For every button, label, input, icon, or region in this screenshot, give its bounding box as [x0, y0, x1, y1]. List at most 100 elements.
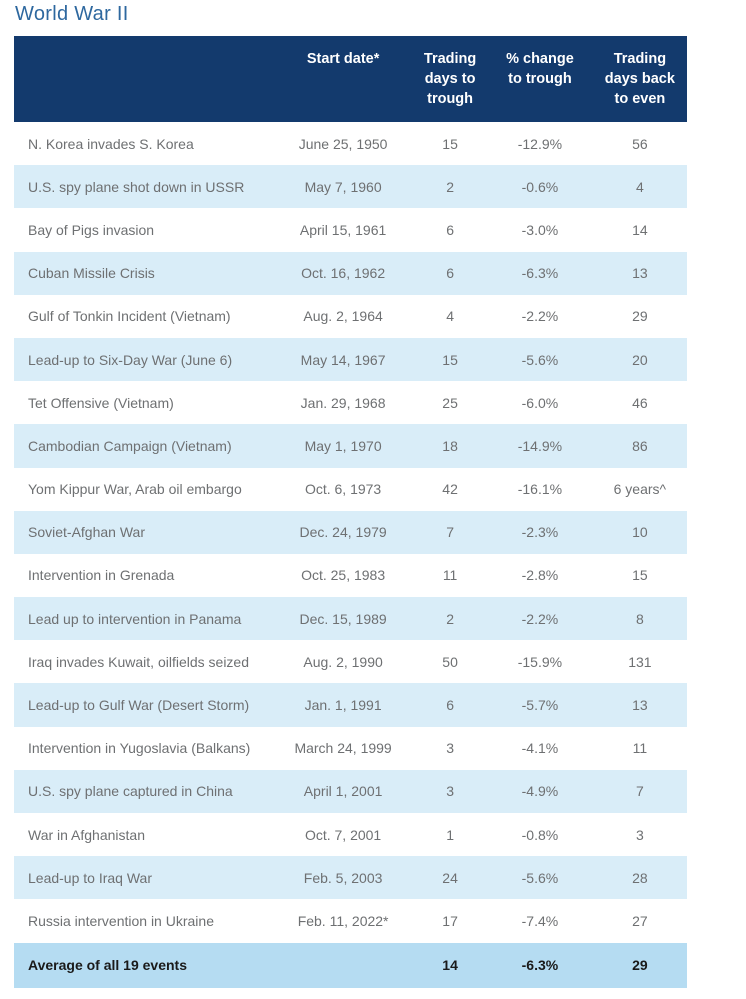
- pct-change-cell: -4.1%: [521, 740, 559, 757]
- table-row: Iraq invades Kuwait, oilfields seized Aug…: [14, 640, 687, 683]
- pct-change-cell: -2.2%: [521, 308, 559, 325]
- start-date-cell: Feb. 11, 2022*: [297, 912, 389, 929]
- days-to-trough-cell: 24: [442, 869, 458, 886]
- page-title: World War II: [15, 3, 129, 25]
- days-back-cell: 131: [628, 653, 652, 670]
- pct-change-cell: -2.2%: [521, 610, 559, 627]
- table-row: War in Afghanistan Oct. 7, 2001 1 -0.8% 3: [14, 813, 687, 856]
- days-to-trough-cell: 17: [442, 912, 458, 929]
- start-date-cell: March 24, 1999: [294, 740, 392, 757]
- table-row: Russia intervention in Ukraine Feb. 11, 2…: [14, 899, 687, 942]
- start-date-cell: Jan. 1, 1991: [304, 697, 382, 714]
- days-back-cell: 10: [632, 524, 648, 541]
- event-cell: Gulf of Tonkin Incident (Vietnam): [28, 308, 231, 325]
- start-date-cell: Oct. 6, 1973: [304, 481, 382, 498]
- col-header-days-back-label: Trading days back to even: [604, 51, 675, 107]
- days-back-cell: 6 years^: [613, 481, 667, 498]
- days-to-trough-cell: 2: [446, 610, 454, 627]
- table-header: Start date* Trading days to trough % cha…: [14, 36, 687, 122]
- start-date-cell: Oct. 25, 1983: [301, 567, 386, 584]
- average-label-cell: Average of all 19 events: [14, 942, 274, 988]
- average-days-to-trough-cell: 14: [413, 942, 488, 988]
- days-to-trough-cell: 18: [442, 437, 458, 454]
- start-date-cell: Oct. 16, 1962: [301, 265, 386, 282]
- days-back-cell: 86: [632, 437, 648, 454]
- col-header-days-to-trough-label: Trading days to trough: [423, 51, 477, 107]
- event-cell: Russia intervention in Ukraine: [28, 912, 214, 929]
- days-to-trough-cell: 11: [442, 567, 458, 584]
- event-cell: War in Afghanistan: [28, 826, 145, 843]
- pct-change-cell: -6.3%: [521, 265, 559, 282]
- pct-change-cell: -0.6%: [521, 178, 559, 195]
- table-row: Lead-up to Gulf War (Desert Storm) Jan. 1…: [14, 683, 687, 727]
- table-row: Intervention in Yugoslavia (Balkans) Marc…: [14, 727, 687, 770]
- days-back-cell: 29: [632, 308, 648, 325]
- pct-change-cell: -5.6%: [521, 869, 559, 886]
- col-header-start-date: Start date*: [273, 36, 414, 122]
- days-to-trough-cell: 6: [446, 697, 454, 714]
- table-row: Lead-up to Iraq War Feb. 5, 2003 24 -5.6% 28: [14, 856, 687, 900]
- event-cell: Lead-up to Iraq War: [28, 869, 152, 886]
- average-pct-change-cell: -6.3%: [487, 942, 593, 988]
- event-cell: Soviet-Afghan War: [28, 524, 145, 541]
- pct-change-cell: -6.0%: [521, 394, 559, 411]
- pct-change-cell: -2.3%: [521, 524, 559, 541]
- table-row: Tet Offensive (Vietnam) Jan. 29, 1968 25 -6…: [14, 381, 687, 424]
- start-date-cell: Jan. 29, 1968: [300, 394, 386, 411]
- start-date-cell: Oct. 7, 2001: [304, 826, 382, 843]
- table-row: U.S. spy plane captured in China April 1,…: [14, 769, 687, 813]
- event-cell: Cuban Missile Crisis: [28, 265, 155, 282]
- days-back-cell: 56: [632, 135, 648, 152]
- start-date-cell: Dec. 24, 1979: [299, 524, 387, 541]
- days-to-trough-cell: 42: [442, 481, 458, 498]
- days-back-cell: 13: [632, 265, 648, 282]
- table-footer: Average of all 19 events 14 -6.3% 29: [14, 942, 687, 988]
- days-back-cell: 15: [632, 567, 648, 584]
- start-date-cell: June 25, 1950: [298, 135, 388, 152]
- days-back-cell: 20: [632, 351, 648, 368]
- start-date-cell: April 1, 2001: [303, 783, 383, 800]
- days-to-trough-cell: 4: [446, 308, 454, 325]
- col-header-pct-change-label: % change to trough: [506, 51, 574, 87]
- days-to-trough-cell: 15: [442, 351, 458, 368]
- header-row: Start date* Trading days to trough % cha…: [14, 36, 687, 122]
- days-to-trough-cell: 15: [442, 135, 458, 152]
- average-start-date-cell: [273, 942, 414, 988]
- table-row: Lead up to intervention in Panama Dec. 15…: [14, 597, 687, 641]
- event-cell: Lead-up to Gulf War (Desert Storm): [28, 697, 250, 714]
- event-cell: N. Korea invades S. Korea: [28, 135, 194, 152]
- start-date-cell: Feb. 5, 2003: [303, 869, 383, 886]
- days-back-cell: 4: [635, 178, 644, 195]
- col-header-event: [14, 36, 274, 122]
- pct-change-cell: -15.9%: [517, 653, 563, 670]
- days-back-cell: 7: [635, 783, 644, 800]
- table-row: Gulf of Tonkin Incident (Vietnam) Aug. 2,…: [14, 295, 687, 338]
- table-row: Cambodian Campaign (Vietnam) May 1, 1970 1…: [14, 424, 687, 468]
- event-cell: Intervention in Grenada: [28, 567, 175, 584]
- event-cell: Cambodian Campaign (Vietnam): [28, 437, 232, 454]
- table-row: N. Korea invades S. Korea June 25, 1950 15…: [14, 122, 687, 165]
- days-back-cell: 8: [635, 610, 644, 627]
- col-header-days-back: Trading days back to even: [592, 36, 687, 122]
- start-date-cell: May 7, 1960: [304, 178, 382, 195]
- pct-change-cell: -14.9%: [517, 437, 563, 454]
- days-back-cell: 11: [632, 740, 648, 757]
- event-cell: Lead-up to Six-Day War (June 6): [28, 351, 233, 368]
- days-back-cell: 27: [632, 912, 648, 929]
- days-to-trough-cell: 6: [446, 221, 454, 238]
- table-row: Bay of Pigs invasion April 15, 1961 6 -3.0%…: [14, 208, 687, 251]
- event-cell: Yom Kippur War, Arab oil embargo: [28, 481, 242, 498]
- col-header-pct-change: % change to trough: [487, 36, 593, 122]
- events-table: Start date* Trading days to trough % cha…: [14, 36, 687, 988]
- table-row: Lead-up to Six-Day War (June 6) May 14, 1…: [14, 337, 687, 382]
- pct-change-cell: -3.0%: [521, 221, 559, 238]
- days-to-trough-cell: 6: [446, 265, 454, 282]
- event-cell: Lead up to intervention in Panama: [28, 610, 242, 627]
- average-days-back-cell: 29: [592, 942, 687, 988]
- event-cell: Tet Offensive (Vietnam): [28, 394, 174, 411]
- table-body: N. Korea invades S. Korea June 25, 1950 15…: [14, 122, 687, 943]
- start-date-cell: Dec. 15, 1989: [299, 610, 387, 627]
- days-to-trough-cell: 25: [442, 394, 458, 411]
- start-date-cell: Aug. 2, 1964: [303, 308, 383, 325]
- days-back-cell: 28: [632, 869, 648, 886]
